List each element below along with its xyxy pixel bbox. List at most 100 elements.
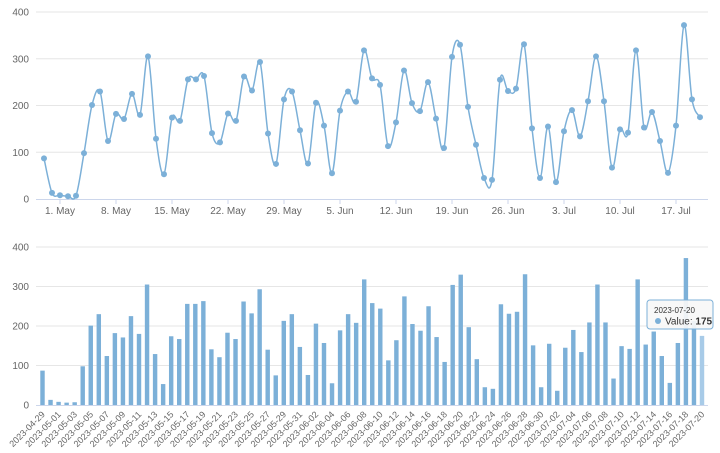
line-point — [409, 100, 415, 107]
bar — [506, 313, 512, 405]
line-point — [609, 164, 615, 171]
bar — [571, 329, 576, 405]
bar — [80, 366, 85, 405]
bar — [160, 384, 166, 405]
line-point — [465, 103, 471, 110]
line-point — [369, 75, 375, 82]
bar — [691, 320, 697, 405]
bar-chart-y-axis: 0 100 200 300 400 — [12, 243, 29, 412]
bar — [402, 296, 407, 406]
line-y-tick-label: 100 — [12, 148, 29, 159]
bar — [683, 258, 689, 405]
line-point — [185, 76, 191, 83]
bar — [120, 337, 126, 405]
bar — [241, 301, 246, 405]
line-point — [633, 47, 639, 54]
line-point — [153, 135, 159, 142]
bar — [337, 330, 343, 405]
line-point — [385, 143, 391, 150]
line-point — [361, 47, 367, 54]
line-point — [641, 124, 647, 131]
line-point — [569, 107, 575, 114]
bar — [64, 402, 69, 405]
tooltip-value: 175 — [695, 317, 712, 328]
bar — [514, 311, 520, 405]
line-point — [73, 192, 79, 199]
bar-y-tick-label: 100 — [12, 361, 29, 372]
line-point — [537, 174, 543, 181]
line-point — [313, 99, 319, 106]
bar — [595, 284, 600, 405]
line-point — [521, 41, 527, 48]
line-point — [281, 96, 287, 103]
line-point — [305, 160, 311, 167]
bar — [88, 325, 93, 405]
line-x-tick-label: 17. Jul — [661, 206, 690, 217]
bar — [627, 348, 632, 405]
bar-y-tick-label: 0 — [23, 401, 29, 412]
line-x-tick-label: 29. May — [266, 206, 302, 217]
bar — [482, 387, 488, 405]
bar — [538, 387, 544, 405]
line-point — [425, 79, 431, 86]
line-point — [297, 127, 303, 134]
line-point — [289, 88, 295, 95]
bar — [603, 322, 608, 405]
bar — [249, 313, 254, 405]
tooltip-label: Value: — [665, 317, 695, 328]
line-point — [249, 87, 255, 94]
bar — [56, 401, 61, 405]
bar — [40, 370, 45, 405]
line-point — [433, 115, 439, 122]
line-x-tick-label: 22. May — [210, 206, 246, 217]
line-x-tick-label: 5. Jun — [326, 206, 353, 217]
bar — [474, 359, 480, 405]
line-y-tick-label: 300 — [12, 54, 29, 65]
line-point — [585, 98, 591, 105]
bar — [434, 337, 439, 405]
bar-series — [40, 258, 705, 406]
line-point — [689, 96, 695, 103]
bar — [490, 388, 496, 405]
bar — [587, 322, 592, 405]
line-point — [193, 76, 199, 83]
bar — [96, 314, 102, 405]
line-point — [329, 170, 335, 177]
line-y-tick-label: 0 — [23, 195, 29, 206]
line-points — [41, 22, 703, 200]
bar — [522, 274, 528, 405]
line-point — [177, 117, 183, 124]
line-point — [41, 155, 47, 162]
bar — [201, 301, 206, 405]
line-point — [513, 85, 519, 92]
line-point — [593, 53, 599, 60]
bar — [546, 343, 552, 405]
bar — [353, 322, 359, 405]
line-chart-y-axis: 0 100 200 300 400 — [12, 8, 29, 206]
line-point — [121, 116, 127, 123]
tooltip: 2023-07-20 Value: 175 — [646, 299, 714, 330]
line-point — [553, 179, 559, 186]
line-point — [681, 22, 687, 29]
line-point — [241, 73, 247, 80]
line-point — [65, 193, 71, 200]
line-point — [321, 122, 327, 129]
tooltip-date: 2023-07-20 — [654, 306, 695, 315]
bar — [530, 345, 536, 405]
line-point — [497, 76, 503, 83]
line-point — [113, 110, 119, 117]
bar — [257, 289, 262, 405]
bar — [233, 339, 238, 405]
bar — [370, 303, 375, 405]
line-point — [457, 41, 463, 48]
line-y-tick-label: 400 — [12, 8, 29, 19]
bar — [321, 342, 327, 405]
line-point — [81, 150, 87, 157]
line-point — [449, 53, 455, 60]
bar — [410, 324, 415, 405]
line-point — [697, 114, 703, 121]
line-point — [89, 102, 95, 109]
bar — [362, 279, 367, 405]
bar — [611, 378, 616, 405]
